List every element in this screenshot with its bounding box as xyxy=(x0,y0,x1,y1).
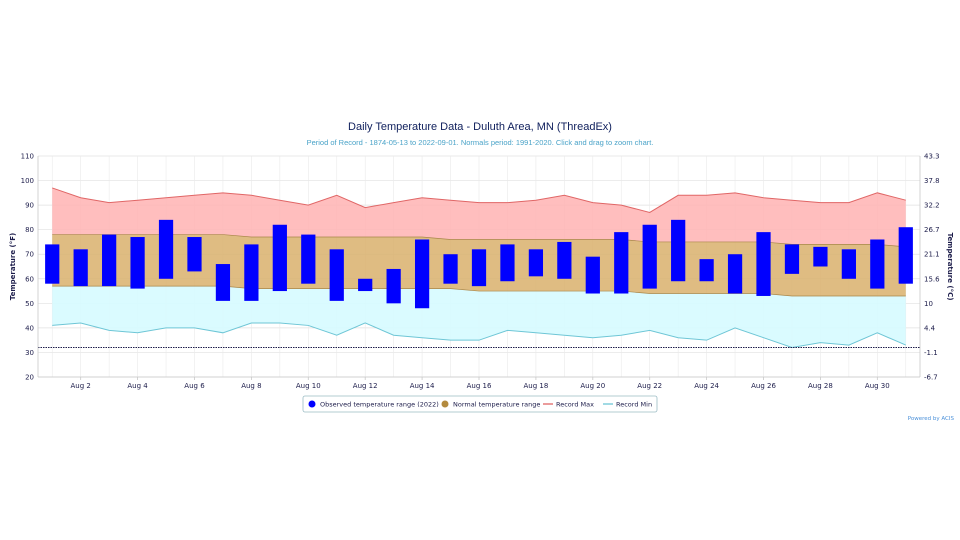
x-tick-label: Aug 24 xyxy=(694,382,719,390)
y-tick-left: 110 xyxy=(21,153,34,161)
y-tick-right: -6.7 xyxy=(924,374,938,382)
observed-bar xyxy=(471,249,487,287)
observed-bar xyxy=(215,264,231,301)
observed-bar xyxy=(642,224,657,289)
observed-bar xyxy=(841,249,856,279)
observed-bar xyxy=(386,268,401,304)
y-tick-right: 43.3 xyxy=(924,153,940,161)
observed-bar xyxy=(784,244,800,274)
y-tick-left: 80 xyxy=(25,226,34,234)
y-tick-left: 60 xyxy=(25,275,34,283)
x-tick-label: Aug 2 xyxy=(70,382,90,390)
y-tick-left: 90 xyxy=(25,202,34,210)
y-tick-right: -1.1 xyxy=(924,349,938,357)
observed-bar xyxy=(585,256,600,294)
x-tick-label: Aug 16 xyxy=(467,382,492,390)
y-tick-right: 10 xyxy=(924,300,933,308)
record-max-line xyxy=(52,187,906,214)
observed-bar xyxy=(671,219,686,282)
x-tick-label: Aug 22 xyxy=(637,382,662,390)
record-min-area xyxy=(52,286,906,348)
x-tick-label: Aug 26 xyxy=(751,382,776,390)
y-tick-left: 70 xyxy=(25,251,34,259)
record-max-fill xyxy=(52,187,906,247)
x-tick-label: Aug 30 xyxy=(865,382,890,390)
y-tick-right: 4.4 xyxy=(924,324,936,332)
legend-marker xyxy=(308,400,316,408)
x-tick-label: Aug 18 xyxy=(523,382,548,390)
y-tick-right: 15.6 xyxy=(924,275,940,283)
observed-bar xyxy=(443,254,458,284)
observed-bar xyxy=(414,239,430,309)
record-max-area xyxy=(52,187,906,247)
observed-bar xyxy=(272,224,287,292)
observed-bar xyxy=(500,244,515,282)
observed-bar xyxy=(528,249,544,277)
observed-bar xyxy=(158,219,174,279)
x-tick-label: Aug 20 xyxy=(580,382,605,390)
observed-bar xyxy=(244,244,259,301)
x-tick-label: Aug 14 xyxy=(410,382,435,390)
x-tick-label: Aug 28 xyxy=(808,382,833,390)
y-tick-right: 37.8 xyxy=(924,177,940,185)
x-tick-label: Aug 4 xyxy=(127,382,148,390)
observed-bar xyxy=(813,246,828,267)
legend: Observed temperature range (2022) Normal … xyxy=(302,395,658,413)
observed-bar xyxy=(187,237,202,272)
legend-box xyxy=(302,395,658,413)
record-min-fill xyxy=(52,286,906,348)
observed-bar xyxy=(358,278,373,292)
y-axis-right-title: Temperature (°C) xyxy=(946,233,954,301)
legend-label: Observed temperature range (2022) xyxy=(320,400,439,408)
x-tick-label: Aug 10 xyxy=(296,382,321,390)
y-tick-right: 32.2 xyxy=(924,202,940,210)
chart-subtitle: Period of Record - 1874-05-13 to 2022-09… xyxy=(307,138,654,147)
y-tick-left: 50 xyxy=(25,300,34,308)
observed-bar xyxy=(130,237,145,289)
credit-link[interactable]: Powered by ACIS xyxy=(908,416,955,422)
observed-bar xyxy=(756,232,771,296)
observed-bar xyxy=(614,232,629,294)
observed-bar xyxy=(45,244,60,284)
observed-bar xyxy=(102,234,117,287)
x-tick-label: Aug 12 xyxy=(353,382,378,390)
record-min-line xyxy=(52,322,906,349)
y-tick-left: 20 xyxy=(25,374,34,382)
observed-bar xyxy=(727,254,743,294)
legend-label: Record Min xyxy=(616,400,652,408)
x-tick-label: Aug 8 xyxy=(241,382,261,390)
observed-bar xyxy=(329,249,344,301)
observed-bars xyxy=(45,219,913,309)
legend-label: Normal temperature range xyxy=(453,400,540,408)
y-tick-left: 40 xyxy=(25,324,34,332)
observed-bar xyxy=(870,239,885,289)
axes: 20 30 40 50 60 70 80 90 100 110 -6.7 -1.1 4.4 10 15.6 2… xyxy=(21,153,941,391)
observed-bar xyxy=(898,227,913,284)
observed-bar xyxy=(301,234,316,284)
chart-title: Daily Temperature Data - Duluth Area, MN… xyxy=(348,121,612,133)
x-tick-label: Aug 6 xyxy=(184,382,205,390)
observed-bar xyxy=(699,259,714,282)
y-tick-left: 30 xyxy=(25,349,34,357)
legend-label: Record Max xyxy=(556,400,594,408)
observed-bar xyxy=(73,249,88,287)
observed-bar xyxy=(557,241,572,279)
legend-marker xyxy=(441,400,449,408)
y-tick-left: 100 xyxy=(21,177,34,185)
y-tick-right: 21.1 xyxy=(924,251,940,259)
y-tick-right: 26.7 xyxy=(924,226,940,234)
y-axis-left-title: Temperature (°F) xyxy=(9,233,17,300)
